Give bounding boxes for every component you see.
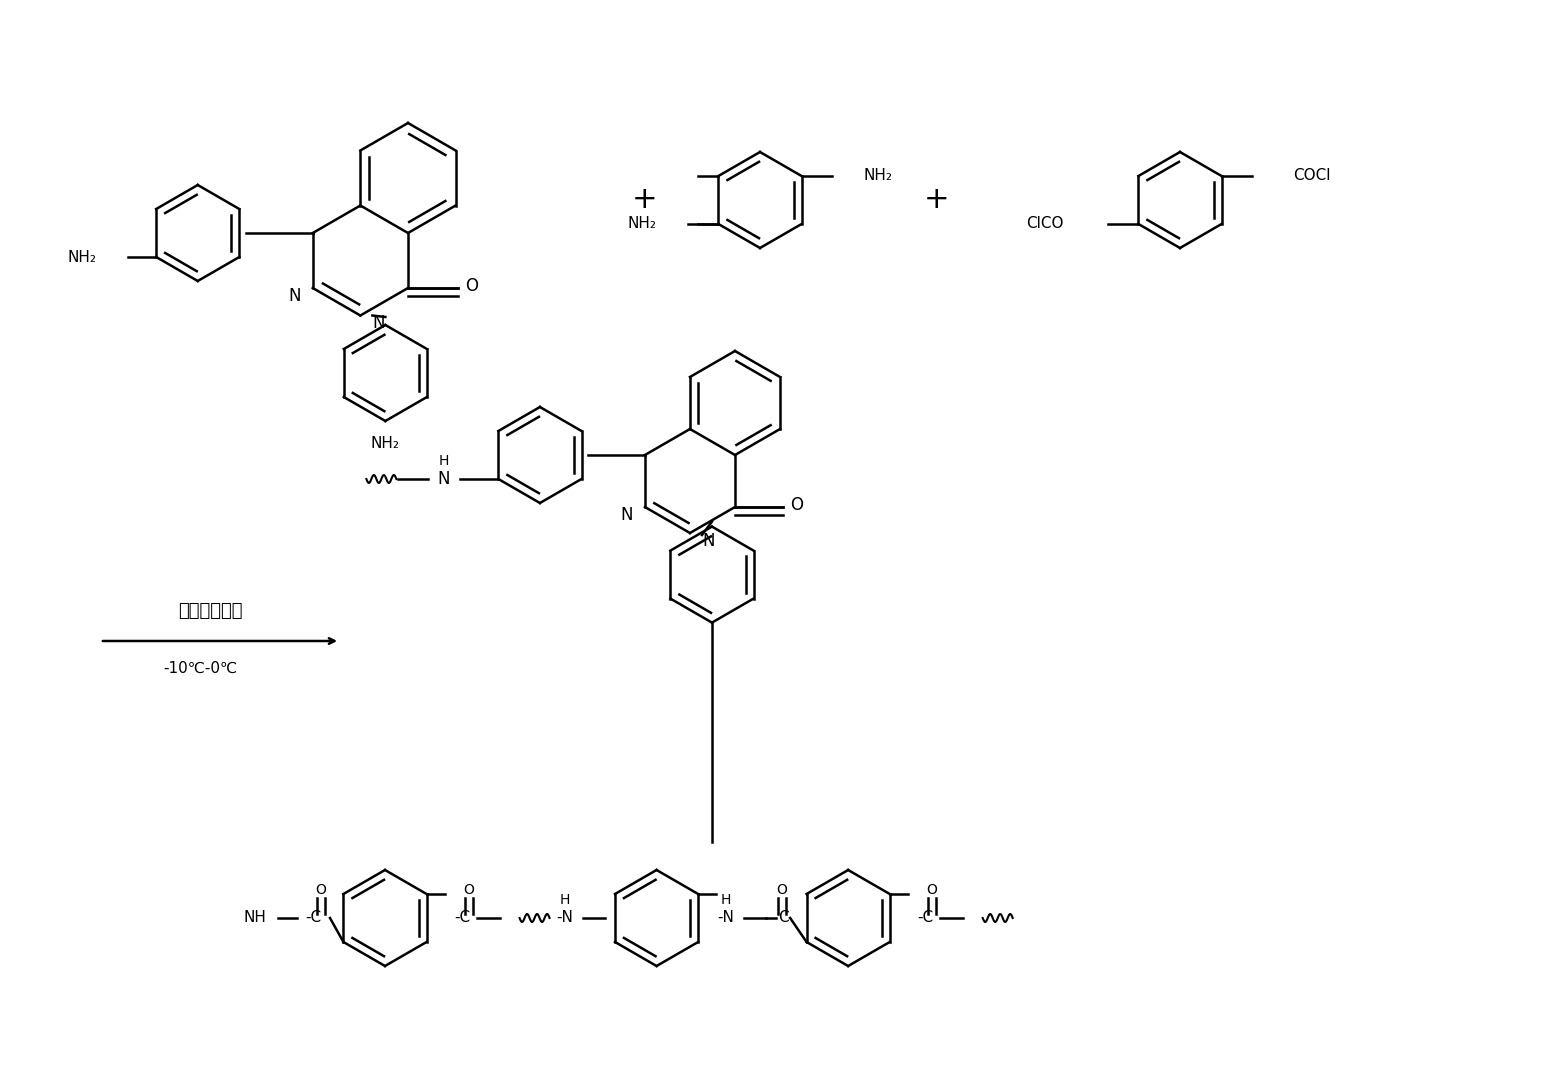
- Text: O: O: [790, 496, 804, 514]
- Text: H: H: [439, 454, 448, 468]
- Text: O: O: [464, 883, 475, 897]
- Text: COCl: COCl: [1294, 168, 1332, 183]
- Text: NH₂: NH₂: [863, 168, 893, 183]
- Text: H: H: [559, 893, 570, 907]
- Text: O: O: [926, 883, 937, 897]
- Text: NH₂: NH₂: [372, 436, 400, 451]
- Text: O: O: [315, 883, 326, 897]
- Text: -N: -N: [718, 911, 735, 926]
- Text: -C: -C: [454, 911, 471, 926]
- Text: O: O: [777, 883, 788, 897]
- Text: H: H: [721, 893, 731, 907]
- Text: N: N: [620, 506, 632, 524]
- Text: N: N: [702, 532, 715, 550]
- Text: O: O: [465, 277, 479, 295]
- Text: N: N: [437, 470, 450, 488]
- Text: -10℃-0℃: -10℃-0℃: [162, 661, 237, 676]
- Text: +: +: [632, 186, 657, 215]
- Text: N: N: [373, 314, 386, 333]
- Text: ClCO: ClCO: [1026, 217, 1063, 232]
- Text: 低温溶液缩聚: 低温溶液缩聚: [178, 602, 242, 620]
- Text: -C: -C: [304, 911, 322, 926]
- Text: N: N: [289, 286, 301, 305]
- Text: NH₂: NH₂: [67, 250, 97, 265]
- Text: NH₂: NH₂: [628, 217, 657, 232]
- Text: +: +: [924, 186, 949, 215]
- Text: NH: NH: [244, 911, 267, 926]
- Text: -N: -N: [556, 911, 573, 926]
- Text: -C: -C: [918, 911, 933, 926]
- Text: C: C: [777, 911, 788, 926]
